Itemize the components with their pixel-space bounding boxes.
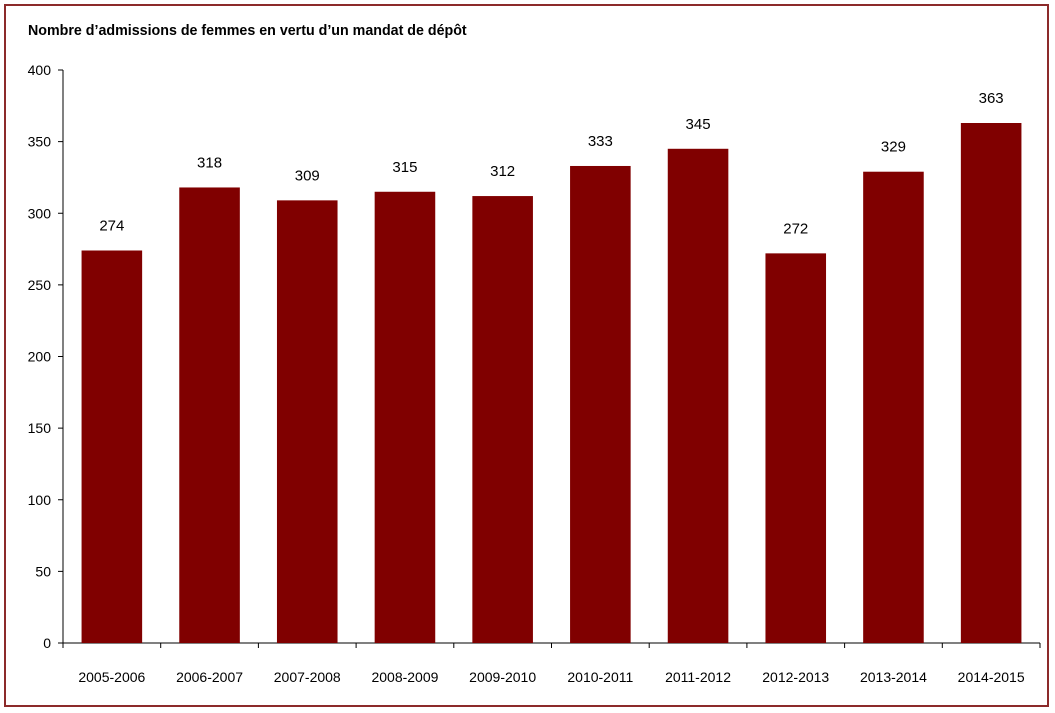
- y-tick-label: 100: [28, 492, 52, 508]
- y-tick-label: 400: [28, 62, 52, 78]
- y-tick-label: 250: [28, 277, 52, 293]
- y-tick-label: 150: [28, 420, 52, 436]
- value-label: 272: [783, 220, 808, 237]
- x-tick-label: 2006-2007: [176, 669, 243, 685]
- y-tick-label: 50: [35, 563, 51, 579]
- bar: [374, 191, 436, 643]
- bar: [276, 200, 338, 644]
- axes: 0 50 100 150 200 250 300 350 400 2005-2006 2006-20…: [28, 62, 1041, 685]
- x-tick-label: 2010-2011: [567, 669, 633, 685]
- y-tick-label: 0: [43, 635, 51, 651]
- x-tick-label: 2005-2006: [78, 669, 145, 685]
- x-tick-label: 2014-2015: [958, 669, 1025, 685]
- bar: [179, 187, 240, 643]
- value-label: 318: [197, 154, 222, 171]
- value-label: 312: [490, 163, 515, 180]
- value-label: 345: [686, 116, 711, 133]
- value-label: 329: [881, 139, 906, 156]
- y-axis-title: Nombre d’admissions de femmes en vertu d…: [28, 22, 467, 39]
- bar: [81, 250, 143, 643]
- value-label: 333: [588, 133, 613, 150]
- value-label: 274: [99, 217, 124, 234]
- value-label: 315: [392, 159, 417, 176]
- x-tick-label: 2009-2010: [469, 669, 536, 685]
- x-tick-label: 2013-2014: [860, 669, 927, 685]
- y-tick-label: 350: [28, 134, 52, 150]
- bar: [472, 196, 533, 643]
- bar: [863, 171, 924, 643]
- y-tick-label: 200: [28, 349, 52, 365]
- x-tick-label: 2012-2013: [762, 669, 829, 685]
- data-labels: 274 318 309 315 312 333 345 272 329 363: [99, 90, 1003, 237]
- x-tick-label: 2008-2009: [371, 669, 438, 685]
- bars: [81, 123, 1022, 644]
- value-label: 309: [295, 167, 320, 184]
- bar: [570, 165, 631, 644]
- bar: [667, 148, 729, 643]
- x-tick-label: 2011-2012: [665, 669, 731, 685]
- x-tick-label: 2007-2008: [274, 669, 341, 685]
- bar: [960, 123, 1022, 643]
- value-label: 363: [979, 90, 1004, 107]
- y-tick-label: 300: [28, 205, 52, 221]
- bar: [765, 253, 827, 644]
